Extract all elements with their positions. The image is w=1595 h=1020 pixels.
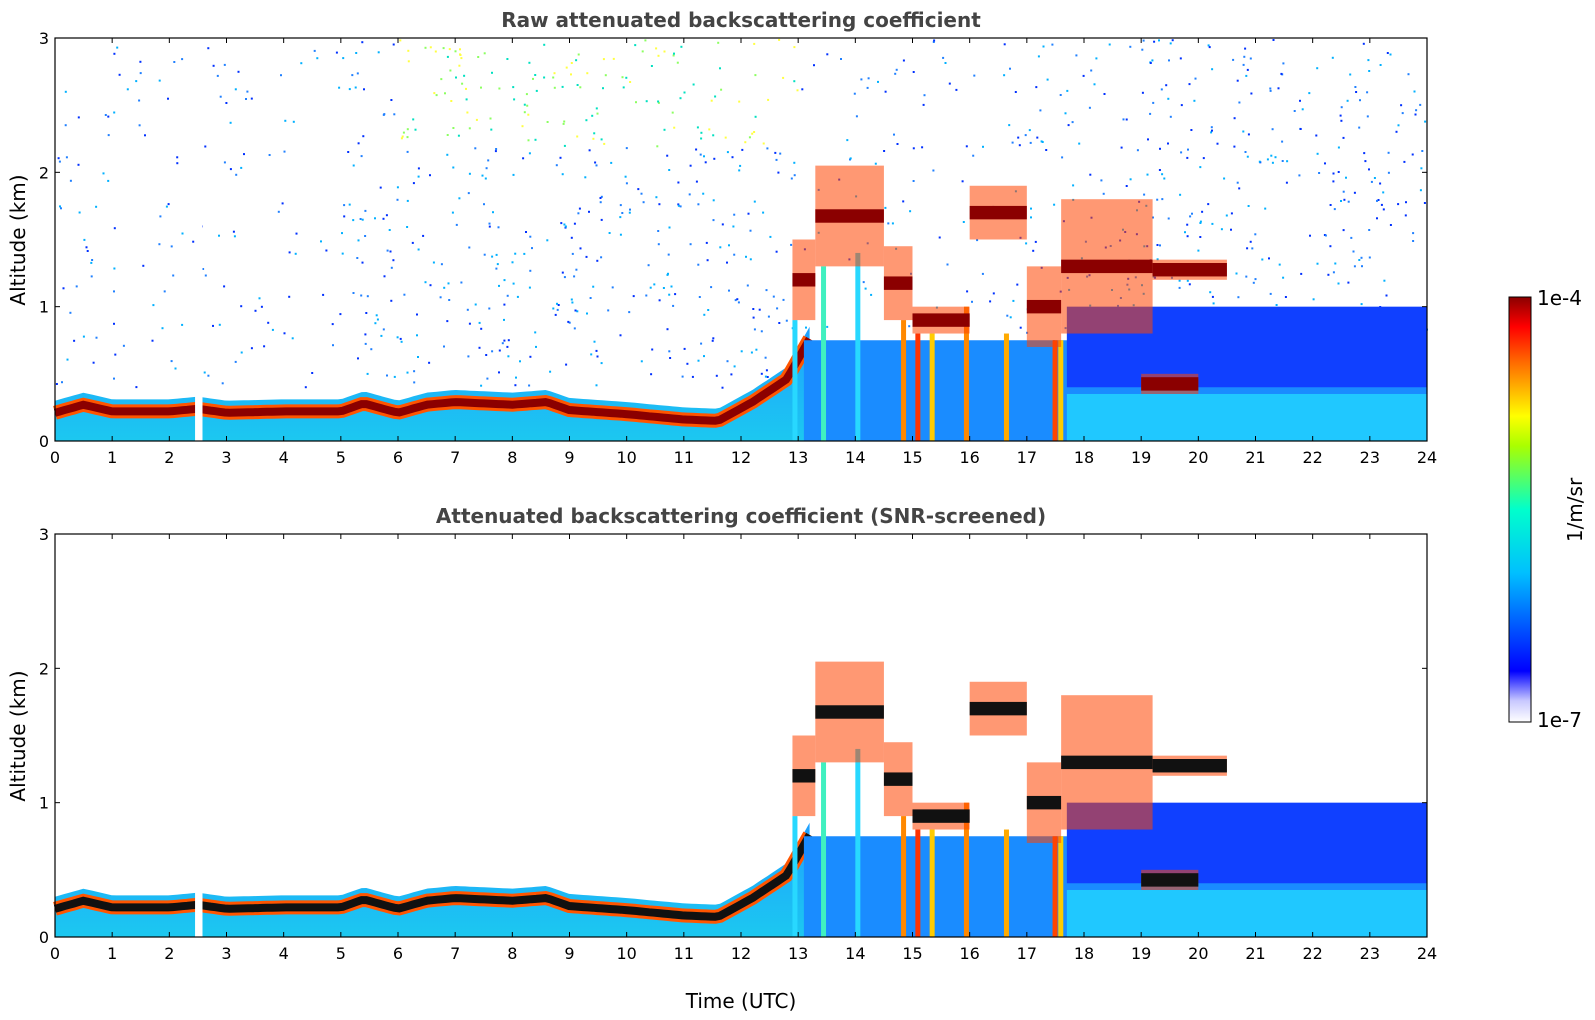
x-tick-label: 3 bbox=[221, 448, 231, 467]
colorbar-min-label: 1e-7 bbox=[1537, 708, 1582, 732]
convective-streaks bbox=[792, 252, 1064, 441]
x-tick-label: 1 bbox=[107, 944, 117, 963]
x-tick-label: 6 bbox=[393, 944, 403, 963]
data-gap bbox=[195, 534, 203, 937]
x-tick-label: 18 bbox=[1074, 448, 1094, 467]
screened-backscatter-panel: 0 1 2 3 4 5 6 7 8 9 10 11 12 13 14 15 16 17 18 19 20 21 22 23 24… bbox=[6, 504, 1437, 1013]
x-tick-label: 16 bbox=[959, 448, 979, 467]
x-tick-label: 1 bbox=[107, 448, 117, 467]
data-gap bbox=[195, 38, 203, 441]
raw-backscatter-heatmap bbox=[53, 38, 1428, 441]
y-tick-label: 2 bbox=[39, 659, 49, 678]
x-tick-label: 16 bbox=[959, 944, 979, 963]
x-tick-label: 10 bbox=[616, 944, 636, 963]
x-tick-label: 9 bbox=[564, 944, 574, 963]
x-tick-label: 17 bbox=[1017, 448, 1037, 467]
raw-y-axis-label: Altitude (km) bbox=[6, 174, 30, 305]
x-tick-label: 20 bbox=[1188, 944, 1208, 963]
screened-panel-title: Attenuated backscattering coefficient (S… bbox=[436, 504, 1046, 528]
x-tick-label: 0 bbox=[50, 448, 60, 467]
x-tick-label: 14 bbox=[845, 448, 865, 467]
x-tick-label: 24 bbox=[1417, 944, 1437, 963]
colorbar: 1e-4 1e-7 1/m/sr bbox=[1508, 286, 1587, 732]
x-axis-label: Time (UTC) bbox=[685, 989, 797, 1013]
cloud-layers bbox=[792, 661, 1227, 890]
x-tick-label: 10 bbox=[616, 448, 636, 467]
lower-aerosol bbox=[1066, 393, 1427, 441]
x-tick-label: 5 bbox=[336, 448, 346, 467]
screened-backscatter-heatmap bbox=[53, 534, 1427, 937]
x-tick-label: 11 bbox=[674, 448, 694, 467]
x-tick-label: 17 bbox=[1017, 944, 1037, 963]
x-tick-label: 6 bbox=[393, 448, 403, 467]
x-tick-label: 13 bbox=[788, 448, 808, 467]
colorbar-units-label: 1/m/sr bbox=[1563, 477, 1587, 542]
x-tick-label: 21 bbox=[1245, 944, 1265, 963]
x-tick-label: 2 bbox=[164, 448, 174, 467]
y-tick-label: 1 bbox=[39, 298, 49, 317]
y-tick-label: 1 bbox=[39, 794, 49, 813]
y-tick-label: 2 bbox=[39, 163, 49, 182]
boundary-layer-peak bbox=[53, 336, 814, 425]
x-tick-label: 23 bbox=[1360, 448, 1380, 467]
cloud-layers bbox=[792, 165, 1227, 394]
x-tick-label: 15 bbox=[902, 448, 922, 467]
screened-axes: 0 1 2 3 4 5 6 7 8 9 10 11 12 13 14 15 16 17 18 19 20 21 22 23 24… bbox=[39, 525, 1437, 963]
colorbar-max-label: 1e-4 bbox=[1537, 286, 1582, 310]
x-tick-label: 7 bbox=[450, 944, 460, 963]
x-tick-label: 24 bbox=[1417, 448, 1437, 467]
x-tick-label: 20 bbox=[1188, 448, 1208, 467]
y-tick-label: 3 bbox=[39, 525, 49, 544]
x-tick-label: 5 bbox=[336, 944, 346, 963]
x-tick-label: 14 bbox=[845, 944, 865, 963]
x-tick-label: 22 bbox=[1302, 448, 1322, 467]
x-tick-label: 12 bbox=[731, 448, 751, 467]
x-tick-label: 23 bbox=[1360, 944, 1380, 963]
x-tick-label: 8 bbox=[507, 448, 517, 467]
x-tick-label: 11 bbox=[674, 944, 694, 963]
x-tick-label: 4 bbox=[279, 944, 289, 963]
y-tick-label: 0 bbox=[39, 432, 49, 451]
x-tick-label: 0 bbox=[50, 944, 60, 963]
raw-axes: 0 1 2 3 4 5 6 7 8 9 10 11 12 13 14 15 16 17 18 19 20 21 22 23 24… bbox=[39, 29, 1437, 467]
x-tick-label: 21 bbox=[1245, 448, 1265, 467]
x-tick-label: 19 bbox=[1131, 448, 1151, 467]
x-tick-label: 12 bbox=[731, 944, 751, 963]
y-tick-label: 3 bbox=[39, 29, 49, 48]
x-tick-label: 3 bbox=[221, 944, 231, 963]
x-tick-label: 7 bbox=[450, 448, 460, 467]
x-tick-label: 8 bbox=[507, 944, 517, 963]
x-tick-label: 18 bbox=[1074, 944, 1094, 963]
colorbar-gradient bbox=[1508, 296, 1532, 723]
screened-y-axis-label: Altitude (km) bbox=[6, 670, 30, 801]
y-tick-label: 0 bbox=[39, 928, 49, 947]
convective-streaks bbox=[792, 748, 1064, 937]
boundary-layer-peak bbox=[53, 832, 814, 921]
x-tick-label: 19 bbox=[1131, 944, 1151, 963]
lower-aerosol bbox=[1066, 889, 1427, 937]
x-tick-label: 15 bbox=[902, 944, 922, 963]
raw-panel-title: Raw attenuated backscattering coefficien… bbox=[501, 8, 981, 32]
x-tick-label: 9 bbox=[564, 448, 574, 467]
x-tick-label: 2 bbox=[164, 944, 174, 963]
x-tick-label: 4 bbox=[279, 448, 289, 467]
x-tick-label: 13 bbox=[788, 944, 808, 963]
x-tick-label: 22 bbox=[1302, 944, 1322, 963]
raw-backscatter-panel: 0 1 2 3 4 5 6 7 8 9 10 11 12 13 14 15 16 17 18 19 20 21 22 23 24… bbox=[6, 8, 1437, 467]
